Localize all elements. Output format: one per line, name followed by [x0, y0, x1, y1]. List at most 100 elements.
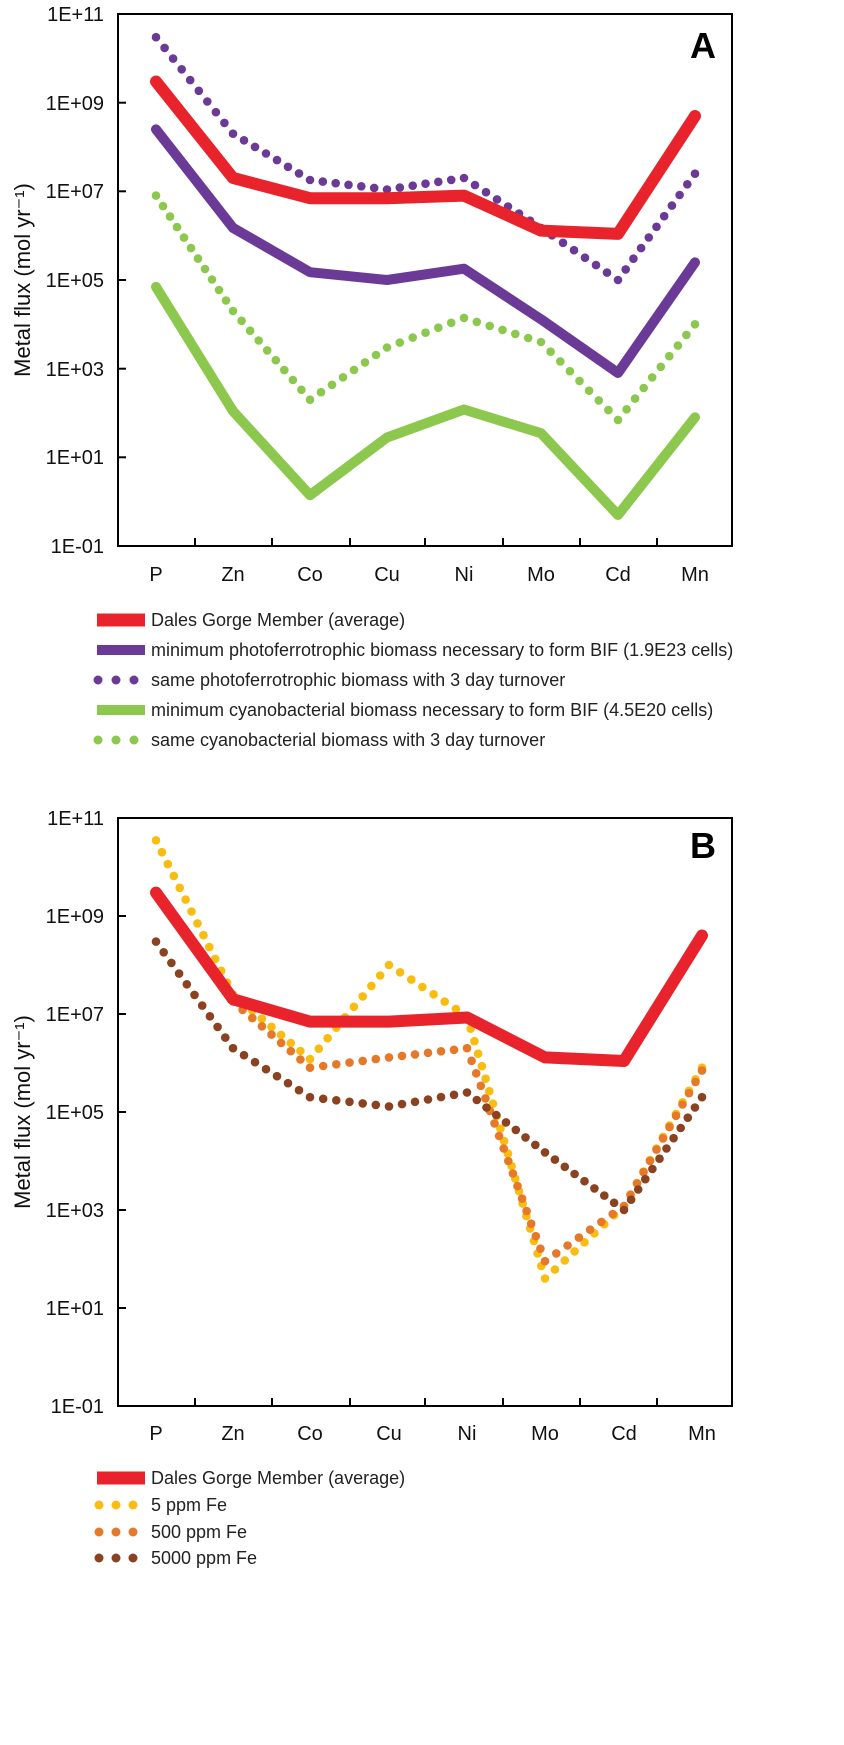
data-point — [451, 1004, 461, 1014]
data-point — [609, 1198, 619, 1208]
data-point — [594, 396, 604, 405]
data-point — [318, 177, 328, 186]
data-point — [214, 285, 224, 295]
data-point — [194, 86, 204, 96]
data-point — [536, 337, 546, 347]
data-point — [440, 997, 450, 1006]
data-point — [494, 1131, 504, 1141]
data-point — [228, 306, 238, 316]
legend-label: same cyanobacterial biomass with 3 day t… — [151, 730, 545, 750]
data-point — [467, 1056, 476, 1066]
data-point — [675, 190, 684, 200]
series-same-photoferrotrophic-biomass-with-3-day-turnover-dots — [151, 32, 700, 285]
data-point — [558, 238, 568, 248]
data-point — [621, 265, 630, 274]
data-point — [436, 1092, 446, 1102]
y-tick-label: 1E+09 — [46, 93, 104, 115]
data-point — [648, 1164, 657, 1174]
data-point — [358, 992, 368, 1001]
data-point — [271, 355, 281, 365]
x-tick-label: Cu — [374, 564, 400, 586]
series-minimum-photoferrotrophic-biomass-necessary-to-form-bif-1-9e23-cells-line — [151, 124, 700, 378]
data-point — [250, 1057, 260, 1067]
data-point — [151, 32, 161, 42]
data-point — [511, 329, 520, 339]
data-point — [481, 1074, 490, 1083]
data-point — [630, 394, 640, 403]
data-point — [434, 323, 443, 333]
x-tick-label: Mo — [531, 1423, 559, 1445]
data-point — [257, 1022, 267, 1031]
data-point — [305, 395, 315, 405]
data-point — [168, 54, 178, 63]
data-point — [185, 75, 195, 85]
x-tick-label: Mn — [688, 1423, 716, 1445]
data-point — [410, 1097, 420, 1107]
data-point — [449, 1045, 459, 1055]
data-point — [697, 1092, 707, 1102]
y-tick-label: 1E+05 — [46, 270, 104, 292]
data-point — [305, 1054, 315, 1064]
data-point — [254, 336, 263, 345]
data-point — [371, 1100, 381, 1110]
data-point — [323, 1033, 332, 1043]
data-point — [446, 318, 456, 328]
data-point — [248, 1013, 257, 1023]
data-point — [667, 201, 677, 210]
data-point — [580, 253, 590, 262]
data-point — [197, 1001, 207, 1010]
data-point — [481, 1094, 490, 1103]
data-point — [626, 1195, 636, 1204]
data-point — [423, 1095, 433, 1104]
legend-swatch-cyano-turnover — [93, 735, 139, 745]
data-point — [476, 1081, 486, 1091]
legend-label: Dales Gorge Member (average) — [151, 1468, 405, 1488]
data-point — [517, 1194, 527, 1203]
data-point — [550, 1155, 560, 1164]
data-point — [662, 1144, 671, 1153]
data-point — [375, 971, 385, 980]
x-tick-marks-a — [194, 538, 658, 546]
x-tick-label: P — [149, 564, 162, 586]
data-point — [175, 883, 184, 893]
data-point — [436, 1047, 446, 1056]
data-point — [471, 1069, 481, 1078]
data-point — [462, 1088, 472, 1097]
data-point — [358, 1099, 368, 1108]
y-tick-label: 1E+11 — [47, 4, 104, 26]
y-tick-label: 1E-01 — [51, 1396, 104, 1418]
x-tick-marks-b — [194, 1398, 658, 1406]
data-point — [257, 1014, 267, 1023]
legend-label: 500 ppm Fe — [151, 1522, 247, 1542]
data-point — [262, 346, 272, 355]
data-point — [636, 243, 646, 253]
data-point — [580, 1176, 589, 1186]
data-point — [331, 178, 341, 188]
data-point — [490, 1119, 499, 1128]
data-point — [384, 1102, 394, 1111]
x-tick-label: Co — [297, 1423, 323, 1445]
y-tick-label: 1E+11 — [47, 808, 104, 830]
data-point — [345, 1058, 354, 1067]
data-point — [570, 1169, 579, 1179]
y-tick-label: 1E+03 — [46, 359, 104, 381]
panel-letter-b: B — [690, 825, 716, 866]
data-point — [221, 1033, 230, 1042]
data-point — [690, 169, 700, 178]
data-point — [531, 1140, 540, 1150]
legend-label: minimum photoferrotrophic biomass necess… — [151, 640, 733, 660]
data-point — [523, 333, 533, 343]
data-point — [511, 1125, 521, 1135]
data-point — [676, 1123, 685, 1133]
data-point — [318, 1061, 328, 1071]
panel-letter-a: A — [690, 25, 716, 66]
legend-label: same photoferrotrophic biomass with 3 da… — [151, 670, 565, 690]
data-point — [239, 136, 249, 145]
data-point — [550, 1265, 560, 1274]
data-point — [305, 175, 315, 185]
data-point — [673, 341, 683, 350]
y-tick-label: 1E+01 — [46, 447, 104, 469]
data-point — [345, 1097, 354, 1107]
legend-label: 5000 ppm Fe — [151, 1548, 257, 1568]
data-point — [283, 162, 293, 172]
